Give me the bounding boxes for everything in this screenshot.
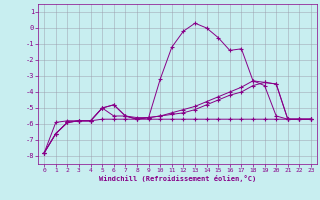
X-axis label: Windchill (Refroidissement éolien,°C): Windchill (Refroidissement éolien,°C): [99, 175, 256, 182]
